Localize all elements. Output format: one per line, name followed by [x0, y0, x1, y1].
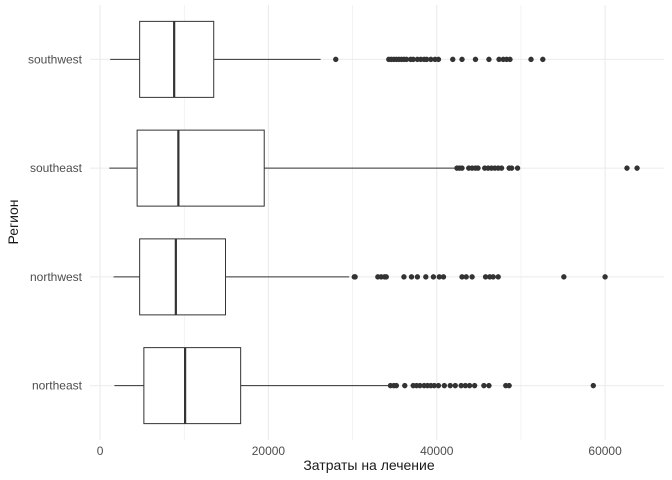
outlier-point — [459, 56, 465, 63]
outlier-point — [471, 382, 478, 389]
outlier-point — [528, 56, 534, 63]
x-tick-label: 40000 — [420, 444, 454, 458]
outlier-point — [602, 274, 608, 280]
boxplot-series — [109, 20, 640, 425]
outlier-point — [459, 165, 465, 171]
outlier-point — [496, 56, 502, 63]
outlier-point — [498, 165, 505, 171]
outlier-point — [401, 274, 407, 280]
y-tick-label: northwest — [30, 270, 83, 284]
outlier-point — [508, 165, 515, 171]
outlier-point — [423, 274, 429, 280]
outlier-point — [417, 382, 423, 389]
outlier-point — [383, 274, 389, 280]
x-axis-ticks: 0 20000 40000 60000 — [97, 444, 622, 458]
iqr-box — [143, 347, 242, 425]
outlier-point — [475, 165, 481, 171]
outlier-point — [450, 56, 456, 63]
outlier-point — [459, 274, 465, 280]
outlier-point — [431, 382, 437, 389]
outlier-point — [452, 382, 458, 389]
outlier-point — [463, 274, 469, 280]
y-tick-label: southeast — [30, 161, 83, 175]
outlier-point — [440, 274, 447, 280]
outlier-point — [486, 382, 492, 389]
outlier-point — [403, 56, 410, 63]
iqr-box — [139, 238, 227, 316]
outlier-point — [561, 274, 567, 280]
y-axis-ticks: northeast northwest southeast southwest — [28, 52, 83, 392]
outlier-point — [466, 382, 473, 389]
y-tick-label: southwest — [28, 52, 83, 66]
outlier-point — [462, 382, 469, 389]
outlier-point — [436, 274, 442, 280]
outlier-point — [435, 382, 442, 389]
outlier-point — [423, 56, 430, 63]
x-tick-label: 0 — [97, 444, 104, 458]
outlier-point — [410, 56, 416, 63]
outlier-point — [447, 382, 453, 389]
outlier-point — [430, 274, 437, 280]
x-tick-label: 20000 — [252, 444, 286, 458]
outlier-point — [472, 56, 479, 63]
outlier-point — [482, 274, 489, 280]
outlier-point — [507, 56, 513, 63]
outlier-point — [540, 56, 546, 63]
outlier-point — [481, 382, 487, 389]
outlier-point — [634, 165, 640, 171]
box-northwest — [113, 238, 608, 316]
outlier-point — [428, 56, 434, 63]
outlier-point — [408, 274, 415, 280]
outlier-point — [458, 382, 464, 389]
outlier-point — [435, 56, 442, 63]
outlier-point — [624, 165, 630, 171]
outlier-point — [414, 274, 421, 280]
outlier-point — [352, 274, 358, 280]
outlier-point — [402, 382, 408, 389]
outlier-point — [469, 274, 475, 280]
y-axis-title: Регион — [5, 200, 21, 245]
outlier-point — [393, 382, 400, 389]
outlier-point — [490, 274, 496, 280]
box-southeast — [109, 129, 640, 207]
iqr-box — [139, 20, 215, 98]
x-axis-title: Затраты на лечение — [303, 457, 435, 473]
iqr-box — [136, 129, 265, 207]
outlier-point — [506, 382, 512, 389]
outlier-point — [514, 165, 521, 171]
x-tick-label: 60000 — [588, 444, 622, 458]
box-southwest — [110, 20, 546, 98]
box-northeast — [114, 347, 597, 425]
outlier-point — [333, 56, 339, 63]
outlier-point — [486, 56, 492, 63]
outlier-point — [441, 382, 448, 389]
outlier-point — [495, 274, 501, 280]
outlier-point — [590, 382, 597, 389]
y-tick-label: northeast — [32, 379, 83, 393]
